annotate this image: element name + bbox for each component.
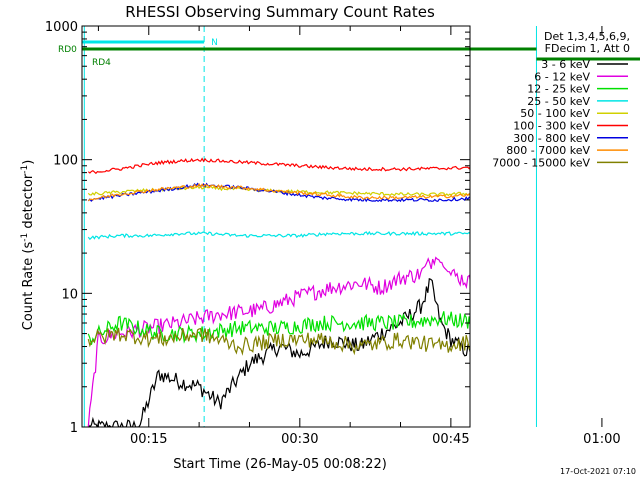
legend-entry-label-7: 800 - 7000 keV [506, 144, 590, 157]
legend-entry-label-3: 25 - 50 keV [527, 95, 590, 108]
legend-entry-label-0: 3 - 6 keV [541, 58, 590, 71]
plot-frame [81, 25, 471, 428]
legend-header-1: FDecim 1, Att 0 [545, 42, 630, 55]
x-tick-label-0: 00:15 [130, 432, 167, 447]
y-tick-label-1: 10 [61, 287, 78, 302]
footer-date-stamp: 17-Oct-2021 07:10 [560, 467, 636, 476]
series-line-2 [87, 311, 470, 345]
legend-entry-label-1: 6 - 12 keV [534, 70, 590, 83]
y-tick-label-0: 1 [70, 421, 78, 436]
x-tick-label-1: 00:30 [281, 432, 318, 447]
flag-label-rd4: RD4 [92, 58, 111, 68]
chart-title: RHESSI Observing Summary Count Rates [125, 3, 435, 21]
x-axis-label: Start Time (26-May-05 00:08:22) [173, 457, 387, 472]
legend-header-0: Det 1,3,4,5,6,9, [544, 30, 630, 43]
series-line-5 [87, 157, 470, 175]
legend: Det 1,3,4,5,6,9,FDecim 1, Att 0 3 - 6 keV… [492, 30, 630, 169]
series-line-0 [87, 277, 470, 427]
y-tick-label-3: 1000 [45, 20, 78, 35]
y-axis-label: Count Rate (s-1 detector-1) [20, 160, 36, 331]
series-line-7 [87, 182, 470, 202]
legend-entry-label-4: 50 - 100 keV [520, 107, 590, 120]
flag-label-n: N [211, 38, 218, 48]
legend-entry-label-5: 100 - 300 keV [513, 120, 590, 133]
series-line-3 [87, 230, 470, 241]
legend-entry-label-2: 12 - 25 keV [527, 83, 590, 96]
series-line-1 [87, 256, 470, 427]
x-tick-label-2: 00:45 [432, 432, 469, 447]
series-line-4 [87, 185, 470, 198]
flag-label-rd0: RD0 [58, 45, 77, 55]
x-tick-label-3: 01:00 [583, 432, 620, 447]
legend-entry-label-6: 300 - 800 keV [513, 132, 590, 145]
legend-entry-label-8: 7000 - 15000 keV [492, 156, 590, 169]
y-tick-label-2: 100 [53, 154, 78, 169]
series-line-8 [87, 327, 470, 356]
